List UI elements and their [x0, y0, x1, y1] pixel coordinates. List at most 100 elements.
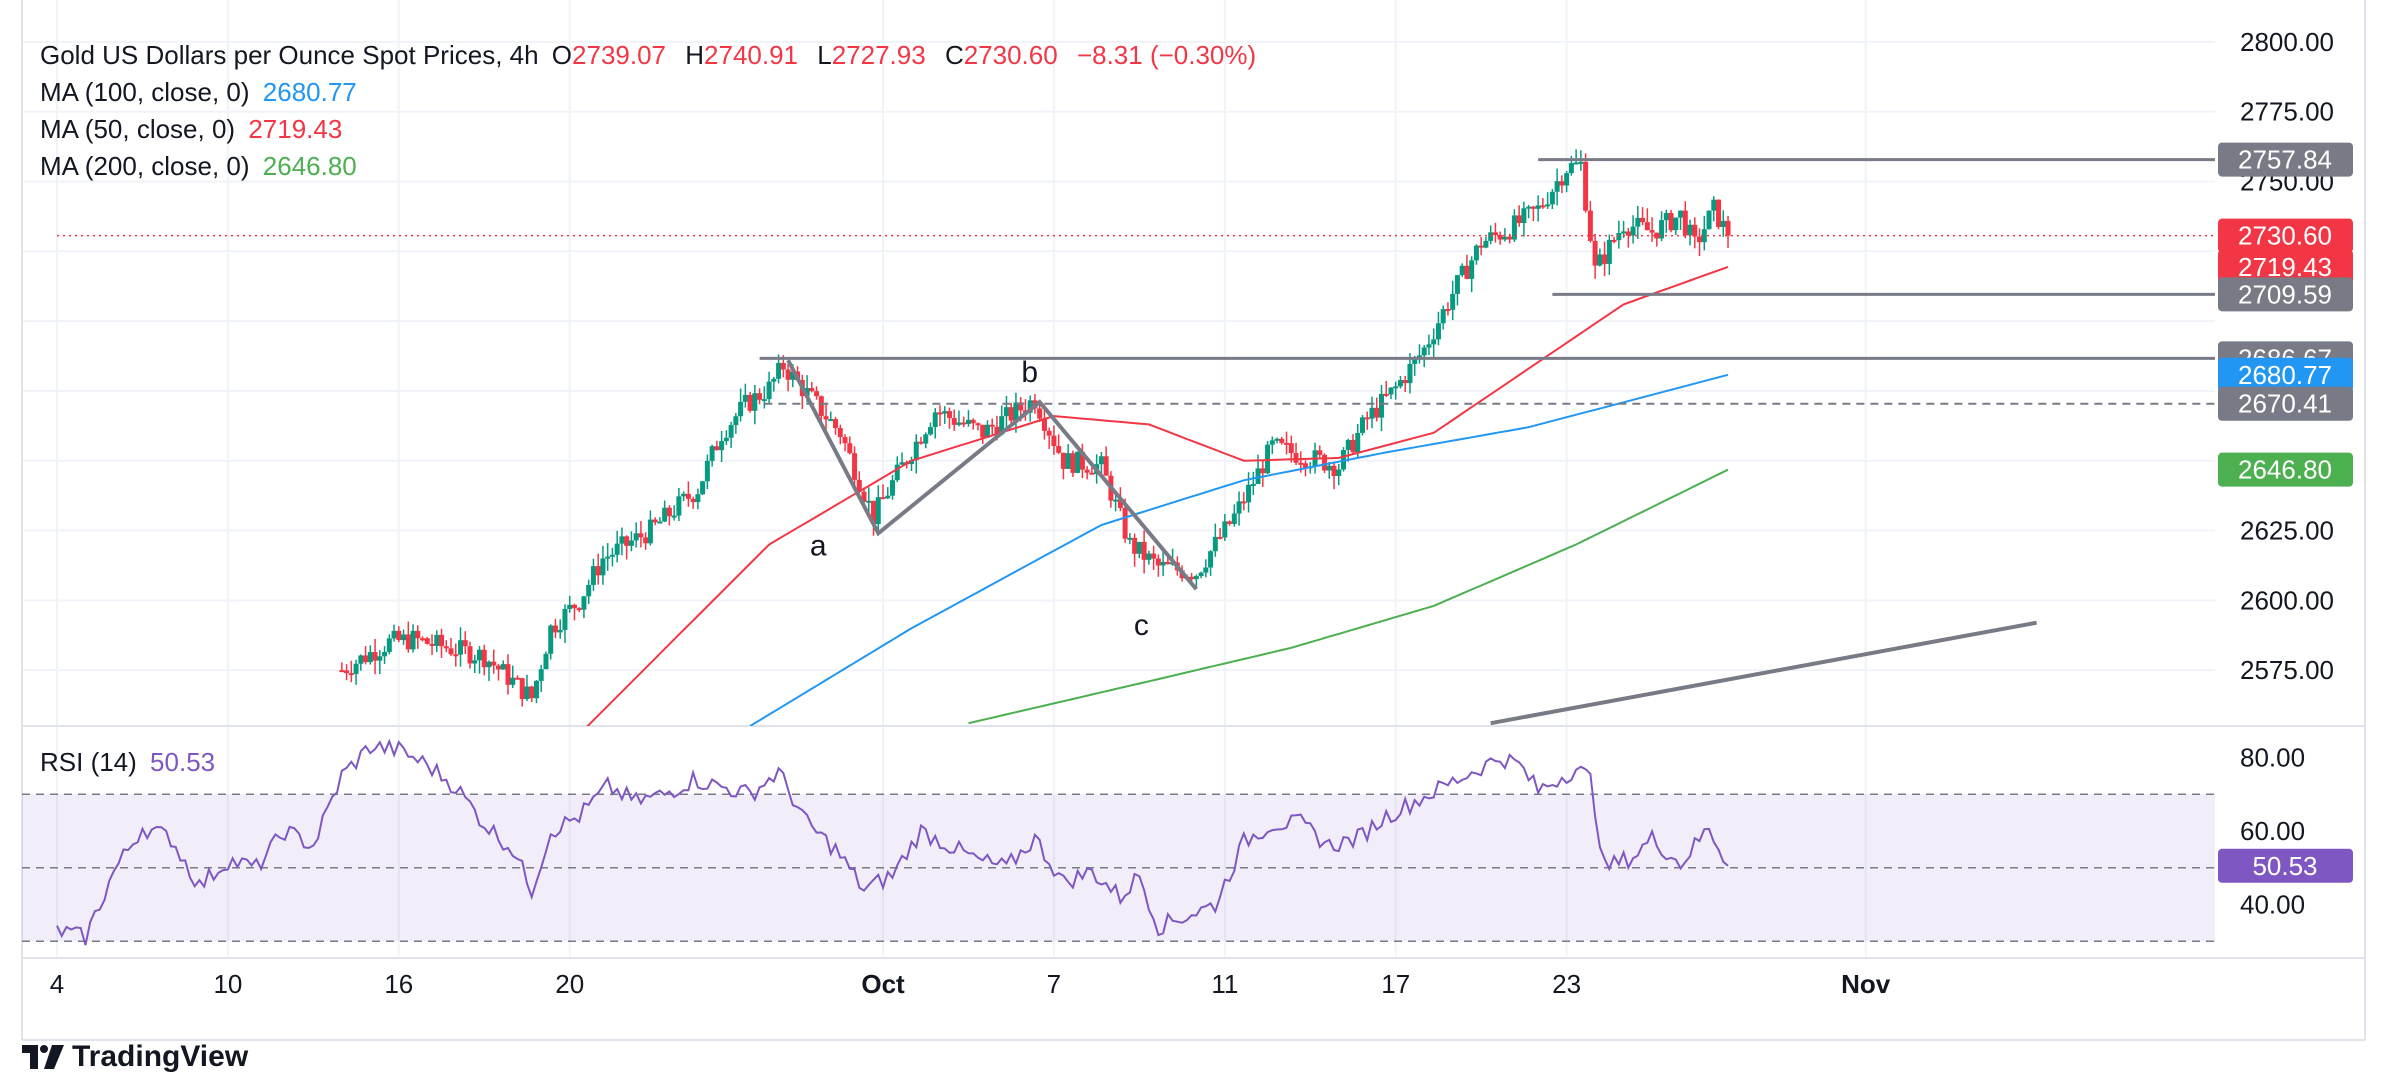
candle-body	[823, 416, 829, 420]
candle-body	[344, 670, 350, 674]
candle-body	[1322, 454, 1328, 471]
candle-body	[495, 665, 501, 670]
candle-body	[543, 653, 549, 670]
candle-body	[1478, 245, 1484, 248]
candle-body	[818, 396, 824, 417]
candle-body	[1265, 444, 1271, 474]
candle-body	[524, 686, 530, 700]
time-axis-label: 23	[1552, 969, 1581, 999]
candle-body	[1568, 163, 1574, 174]
candle-body	[1402, 380, 1408, 384]
support-trendline	[1490, 620, 2037, 726]
candle-body	[1231, 513, 1237, 524]
candle-body	[367, 652, 373, 663]
candle-body	[871, 500, 877, 525]
candle-body	[1583, 161, 1589, 211]
candle-body	[1697, 236, 1703, 243]
open-value: 2739.07	[572, 40, 667, 70]
candle-body	[733, 416, 739, 426]
high-value: 2740.91	[704, 40, 799, 70]
candle-body	[1075, 451, 1081, 473]
price-tag-label: 2757.84	[2238, 145, 2332, 175]
candle-body	[529, 686, 535, 699]
close-group: C2730.60	[945, 40, 1064, 70]
candle-body	[932, 412, 938, 428]
rsi-legend: RSI (14) 50.53	[40, 747, 221, 777]
candle-body	[752, 393, 758, 411]
candle-body	[1682, 210, 1688, 236]
candle-body	[714, 446, 720, 451]
time-axis-label: Nov	[1841, 969, 1891, 999]
candle-body	[1317, 450, 1323, 455]
candle-body	[1649, 230, 1655, 233]
grid-lines	[21, 0, 2366, 1041]
rsi-line	[56, 738, 1729, 946]
candle-body	[1113, 499, 1119, 502]
candle-body	[1056, 446, 1062, 453]
candle-body	[937, 412, 943, 415]
ma100-label: MA (100, close, 0)	[40, 77, 250, 107]
candle-body	[1260, 468, 1266, 474]
candle-body	[761, 399, 767, 402]
candle-body	[856, 479, 862, 492]
candle-body	[1355, 432, 1361, 453]
candle-body	[1212, 536, 1218, 552]
candle-body	[1625, 231, 1631, 236]
ma200-value: 2646.80	[262, 151, 357, 181]
candle-body	[681, 493, 687, 497]
candle-body	[1644, 222, 1650, 231]
candle-body	[1668, 213, 1674, 231]
candle-body	[984, 424, 990, 438]
candle-body	[467, 646, 473, 664]
low-value: 2727.93	[831, 40, 926, 70]
change-value: −8.31 (−0.30%)	[1076, 40, 1257, 70]
candle-body	[1587, 210, 1593, 241]
candle-body	[1592, 240, 1598, 266]
candle-body	[1336, 469, 1342, 477]
tradingview-logo[interactable]: TradingView	[22, 1040, 248, 1074]
ma100-value: 2680.77	[262, 77, 357, 107]
close-label: C	[944, 40, 964, 70]
candle-body	[1117, 499, 1123, 508]
candle-body	[605, 556, 611, 559]
candle-body	[980, 424, 986, 438]
price-tag	[2218, 142, 2353, 177]
candle-body	[1573, 162, 1579, 165]
candle-body	[1692, 224, 1698, 237]
candle-body	[909, 460, 915, 465]
time-axis-label: 10	[213, 969, 242, 999]
candle-body	[866, 500, 872, 503]
candle-body	[1559, 181, 1565, 186]
candle-body	[989, 424, 995, 427]
moving-average-line	[968, 468, 1729, 725]
candle-body	[1003, 407, 1009, 417]
candle-body	[1160, 561, 1166, 566]
candle-body	[1545, 204, 1551, 207]
candle-body	[382, 651, 388, 657]
candle-body	[590, 566, 596, 585]
wave-label-c: c	[1134, 609, 1149, 642]
candle-body	[1473, 245, 1479, 261]
candle-body	[994, 426, 1000, 435]
candle-body	[1388, 387, 1394, 395]
candle-body	[477, 649, 483, 661]
candle-body	[1706, 210, 1712, 230]
candle-body	[780, 362, 786, 370]
candle-body	[1203, 567, 1209, 573]
candle-body	[619, 536, 625, 544]
price-axis-label: 2800.00	[2240, 27, 2334, 57]
candle-body	[1483, 240, 1489, 248]
candle-body	[918, 441, 924, 444]
candle-body	[1502, 236, 1508, 240]
candle-body	[462, 640, 468, 647]
candle-body	[657, 521, 663, 524]
candle-body	[1711, 199, 1717, 211]
candle-body	[472, 660, 478, 664]
candle-body	[1331, 465, 1337, 477]
candle-body	[486, 661, 492, 668]
high-group: H2740.91	[685, 40, 804, 70]
time-axis-label: 11	[1211, 969, 1238, 999]
candle-body	[1037, 408, 1043, 419]
candle-body	[600, 558, 606, 576]
